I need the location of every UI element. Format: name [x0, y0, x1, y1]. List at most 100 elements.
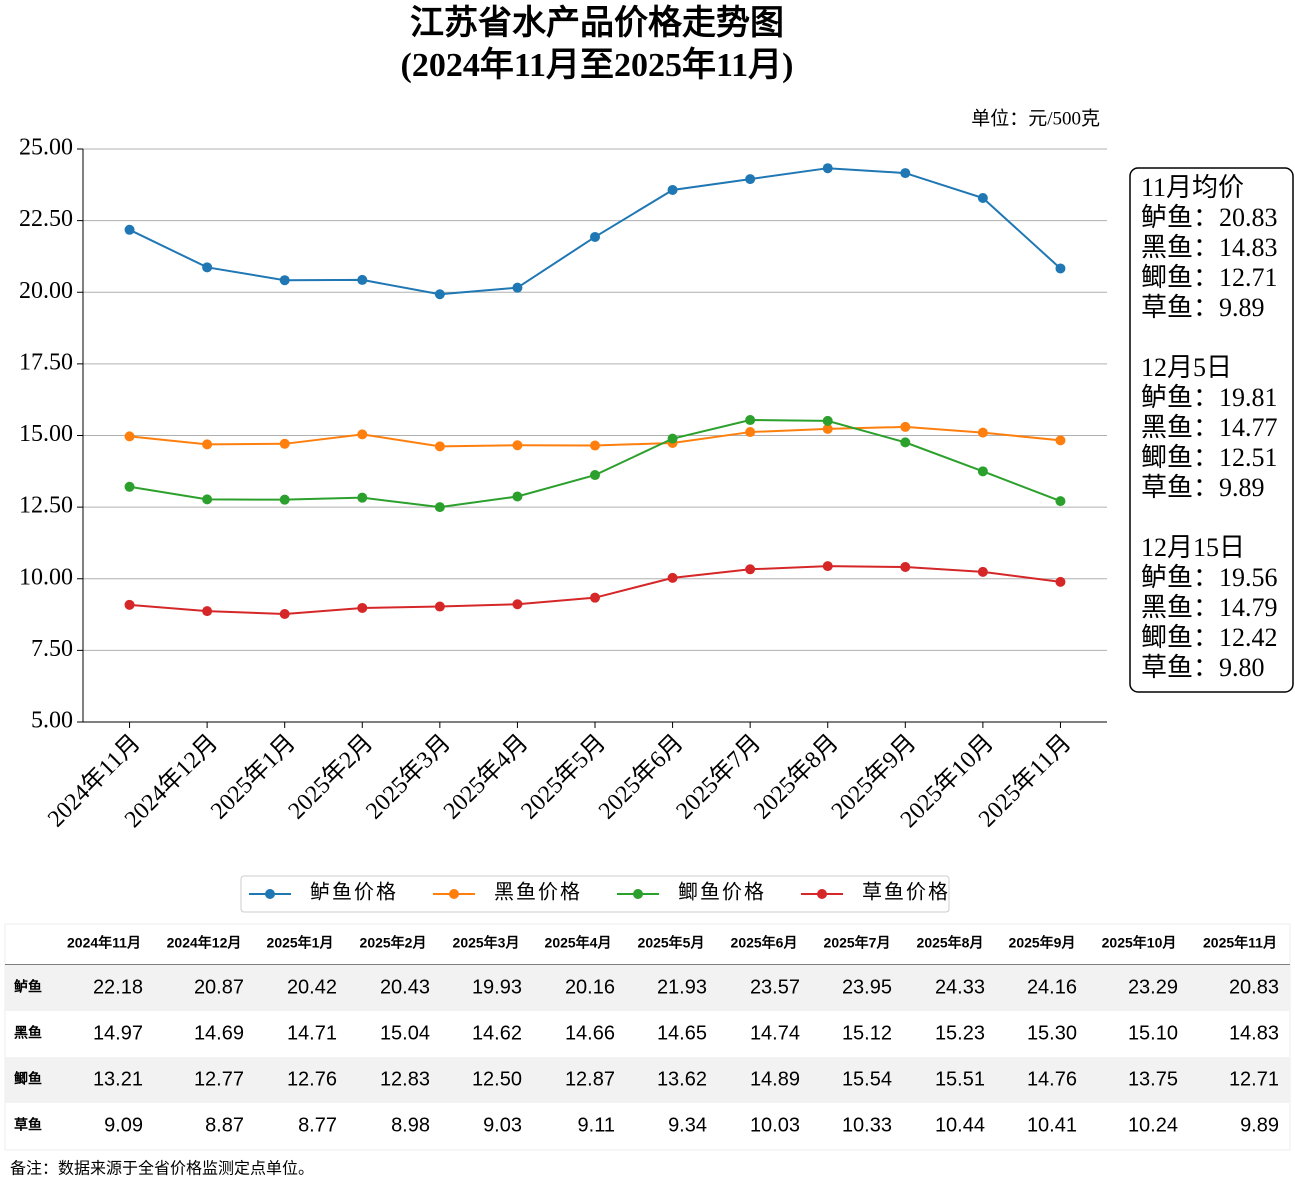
y-tick-label: 15.00 — [19, 421, 73, 447]
point — [590, 470, 600, 481]
point — [745, 415, 756, 426]
y-tick-label: 22.50 — [19, 206, 73, 232]
point — [357, 429, 368, 440]
y-tick-label: 12.50 — [19, 493, 73, 519]
point — [434, 441, 445, 452]
point — [822, 415, 833, 426]
point — [357, 492, 368, 503]
point — [822, 561, 833, 572]
table-row-label: 草鱼 — [14, 1117, 42, 1133]
point — [1055, 496, 1066, 507]
footnote: 备注：数据来源于全省价格监测定点单位。 — [10, 1160, 314, 1178]
point — [124, 224, 135, 235]
annotation-title: 11月均价 — [1141, 173, 1244, 202]
annotation-line: 鲫鱼：12.71 — [1141, 263, 1278, 292]
table-cell: 13.75 — [1128, 1068, 1178, 1090]
y-tick-label: 5.00 — [31, 708, 73, 734]
annotation-line: 草鱼：9.89 — [1141, 293, 1265, 322]
point — [900, 437, 911, 448]
point — [434, 601, 445, 612]
table-cell: 8.87 — [205, 1114, 244, 1136]
series-line — [129, 167, 1062, 296]
table-cell: 8.98 — [391, 1114, 430, 1136]
annotation-box — [1129, 167, 1294, 693]
point — [512, 440, 523, 451]
table-cell: 14.89 — [750, 1068, 800, 1090]
point — [357, 274, 368, 285]
annotation-line: 黑鱼：14.77 — [1141, 413, 1278, 442]
chart-title: 江苏省水产品价格走势图 — [410, 4, 784, 42]
table-cell: 19.93 — [472, 976, 522, 998]
table-header: 2024年11月 — [67, 935, 141, 951]
table-header: 2024年12月 — [167, 935, 242, 951]
table-cell: 15.51 — [935, 1068, 985, 1090]
table-cell: 12.77 — [194, 1068, 244, 1090]
table-cell: 13.62 — [657, 1068, 707, 1090]
table-cell: 10.03 — [750, 1114, 800, 1136]
table-cell: 20.16 — [565, 976, 615, 998]
annotation-line: 鲈鱼：19.56 — [1141, 563, 1278, 592]
table-cell: 9.89 — [1240, 1114, 1279, 1136]
series-line — [129, 419, 1061, 509]
point — [745, 174, 756, 185]
table-cell: 8.77 — [298, 1114, 337, 1136]
point — [279, 438, 290, 449]
point — [202, 606, 213, 617]
table-cell: 10.24 — [1128, 1114, 1178, 1136]
table-cell: 20.42 — [287, 976, 337, 998]
table-cell: 24.16 — [1027, 976, 1077, 998]
y-tick-label: 25.00 — [19, 135, 73, 161]
point — [667, 572, 678, 583]
annotation-title: 12月5日 — [1141, 353, 1232, 382]
table-cell: 10.33 — [842, 1114, 892, 1136]
table-cell: 9.11 — [578, 1114, 615, 1136]
table-header: 2025年3月 — [453, 935, 520, 951]
legend-marker — [817, 889, 827, 899]
table-cell: 15.23 — [935, 1022, 985, 1044]
table-bg — [4, 923, 1291, 1151]
point — [822, 423, 833, 434]
annotation-line: 鲈鱼：19.81 — [1141, 383, 1278, 412]
annotation-line: 鲫鱼：12.51 — [1141, 443, 1278, 472]
table-cell: 14.71 — [287, 1022, 337, 1044]
point — [745, 427, 756, 438]
legend-box — [240, 875, 950, 913]
point — [667, 433, 678, 444]
point — [512, 599, 523, 610]
point — [900, 168, 911, 179]
point — [512, 491, 523, 502]
point — [977, 427, 988, 438]
table-cell: 14.69 — [194, 1022, 244, 1044]
point — [590, 231, 600, 242]
y-tick-label: 20.00 — [19, 278, 73, 304]
legend-marker — [633, 889, 643, 899]
table-cell: 23.57 — [750, 976, 800, 998]
point — [434, 502, 445, 513]
table-header: 2025年1月 — [267, 935, 334, 951]
chart-subtitle: (2024年11月至2025年11月) — [401, 46, 794, 84]
point — [279, 275, 290, 286]
point — [279, 494, 290, 505]
table-cell: 14.62 — [472, 1022, 522, 1044]
table-cell: 9.09 — [104, 1114, 143, 1136]
point — [124, 481, 135, 492]
table-cell: 12.50 — [472, 1068, 522, 1090]
point — [822, 163, 833, 174]
point — [900, 562, 911, 573]
point — [434, 289, 445, 300]
point — [667, 184, 678, 195]
legend-label: 黑鱼价格 — [494, 881, 582, 904]
table-header: 2025年7月 — [824, 935, 891, 951]
table-cell: 23.29 — [1128, 976, 1178, 998]
table-cell: 20.83 — [1229, 976, 1279, 998]
legend-marker — [449, 889, 459, 899]
annotation-line: 草鱼：9.80 — [1141, 653, 1265, 682]
annotation-line: 鲈鱼：20.83 — [1141, 203, 1278, 232]
unit-label: 单位：元/500克 — [971, 107, 1100, 129]
table-cell: 14.76 — [1027, 1068, 1077, 1090]
table-header: 2025年11月 — [1203, 935, 1277, 951]
table-cell: 14.65 — [657, 1022, 707, 1044]
point — [1055, 263, 1066, 274]
point — [745, 564, 756, 575]
